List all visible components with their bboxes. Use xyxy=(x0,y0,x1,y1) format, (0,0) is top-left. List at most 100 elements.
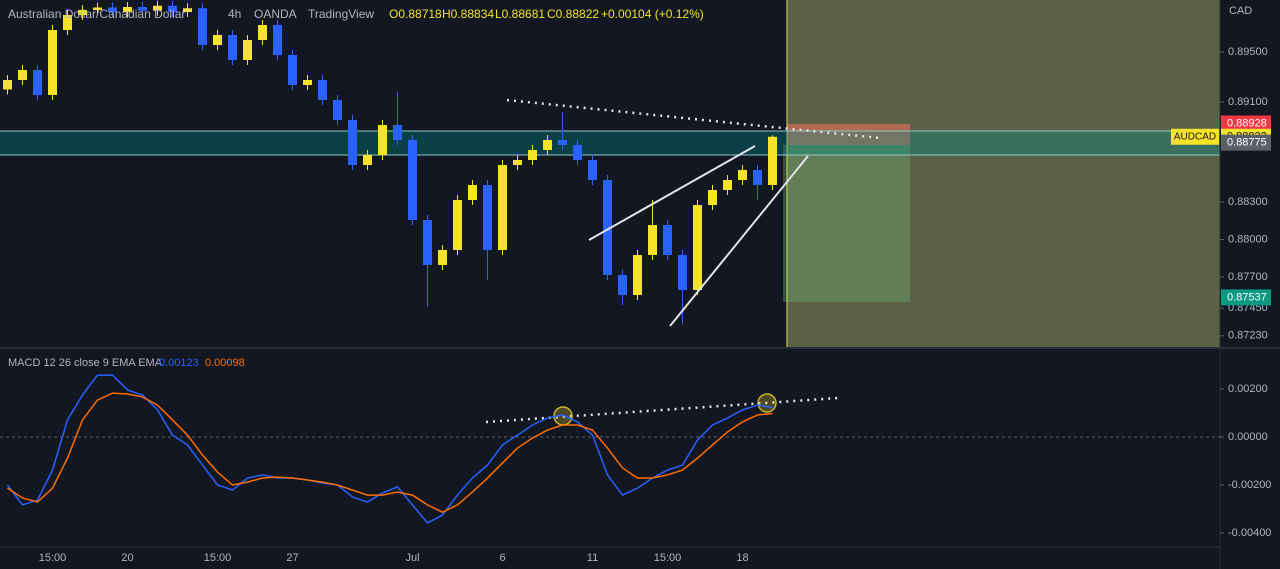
candle-body xyxy=(663,225,672,255)
y-tick-label: 0.89100 xyxy=(1228,96,1268,108)
candle-body xyxy=(768,136,777,185)
candle-body xyxy=(183,8,192,12)
symbol-tag-label: AUDCAD xyxy=(1174,131,1216,142)
x-tick-label: 27 xyxy=(286,552,298,564)
candle-body xyxy=(588,160,597,180)
x-tick-label: 15:00 xyxy=(204,552,232,564)
candle-body xyxy=(558,140,567,145)
candle-body xyxy=(63,15,72,30)
candle-body xyxy=(573,145,582,160)
header: Australian Dollar/Canadian Dollar 4h OAN… xyxy=(8,5,1252,369)
price-marker-label: 0.87537 xyxy=(1227,291,1267,303)
candle-body xyxy=(633,255,642,295)
candle-body xyxy=(138,7,147,11)
candle-body xyxy=(483,185,492,250)
candle-body xyxy=(408,140,417,220)
candle-body xyxy=(168,5,177,12)
candle-body xyxy=(303,80,312,85)
candle-body xyxy=(468,185,477,200)
y-tick-label: -0.00200 xyxy=(1228,479,1271,491)
candle-body xyxy=(723,180,732,190)
ohlc-change: +0.00104 (+0.12%) xyxy=(601,7,704,21)
source: OANDA xyxy=(254,7,297,21)
price-marker-label: 0.88928 xyxy=(1227,117,1267,129)
candle-body xyxy=(693,205,702,290)
price-marker xyxy=(1221,134,1271,151)
ohlc-close: C0.88822 xyxy=(547,7,599,21)
price-marker xyxy=(1221,289,1271,306)
candle-body xyxy=(108,7,117,12)
indicator-line xyxy=(6,374,773,524)
candle-body xyxy=(153,5,162,11)
ohlc-high: H0.88834 xyxy=(442,7,494,21)
y-tick-label: -0.00400 xyxy=(1228,527,1271,539)
candle-body xyxy=(198,8,207,45)
candle-body xyxy=(513,160,522,165)
axis-label: CAD xyxy=(1229,5,1252,17)
candle-body xyxy=(378,125,387,155)
candle-body xyxy=(618,275,627,295)
candle-body xyxy=(393,125,402,140)
position-tool xyxy=(783,0,1220,347)
candle-body xyxy=(438,250,447,265)
price-marker-label: 0.88775 xyxy=(1227,137,1267,149)
candle-body xyxy=(363,155,372,165)
candle-body xyxy=(348,120,357,165)
ohlc-open: O0.88718 xyxy=(389,7,442,21)
candle-body xyxy=(243,40,252,60)
y-tick-label: 0.88000 xyxy=(1228,233,1268,245)
y-tick-label: 0.89500 xyxy=(1228,46,1268,58)
candle-body xyxy=(318,80,327,100)
y-tick-label: 0.88300 xyxy=(1228,196,1268,208)
target-zone xyxy=(783,145,910,302)
candle-body xyxy=(333,100,342,120)
candle-body xyxy=(273,25,282,55)
x-tick-label: 6 xyxy=(499,552,505,564)
ohlc-low: L0.88681 xyxy=(495,7,545,21)
macd-value: 0.00123 xyxy=(159,357,199,369)
y-tick-label: 0.87230 xyxy=(1228,330,1268,342)
indicator-title: MACD 12 26 close 9 EMA EMA xyxy=(8,357,163,369)
x-tick-label: 15:00 xyxy=(39,552,67,564)
wedge-line xyxy=(588,145,756,241)
signal-value: 0.00098 xyxy=(205,357,245,369)
candle-body xyxy=(453,200,462,250)
candle-body xyxy=(528,150,537,160)
zone-band xyxy=(0,130,1220,156)
symbol-title: Australian Dollar/Canadian Dollar xyxy=(8,7,185,21)
wedge-line xyxy=(669,155,809,327)
platform: TradingView xyxy=(308,7,374,21)
x-tick-label: Jul xyxy=(405,552,419,564)
candle-body xyxy=(708,190,717,205)
candle-body xyxy=(18,70,27,80)
candle-body xyxy=(648,225,657,255)
y-tick-label: 0.00000 xyxy=(1228,431,1268,443)
candle-body xyxy=(123,7,132,12)
y-tick-label: 0.00200 xyxy=(1228,383,1268,395)
candle-body xyxy=(543,140,552,150)
highlight-circle xyxy=(757,393,777,413)
candle-body xyxy=(78,10,87,15)
candle-body xyxy=(228,35,237,60)
candle-body xyxy=(288,55,297,85)
candle-body xyxy=(678,255,687,290)
x-tick-label: 15:00 xyxy=(654,552,682,564)
candle-body xyxy=(3,80,12,90)
candle-body xyxy=(213,35,222,45)
projection-area xyxy=(787,0,1220,347)
candle-body xyxy=(738,170,747,180)
price-marker xyxy=(1221,115,1271,132)
x-tick-label: 18 xyxy=(736,552,748,564)
y-tick-label: 0.87700 xyxy=(1228,271,1268,283)
candle-body xyxy=(48,30,57,95)
candle-body xyxy=(258,25,267,40)
drawings xyxy=(485,98,881,426)
x-tick-label: 11 xyxy=(587,552,598,564)
divergence-line xyxy=(485,396,839,424)
interval: 4h xyxy=(228,7,241,21)
candle-body xyxy=(93,7,102,10)
candle-body xyxy=(603,180,612,275)
candle-body xyxy=(498,165,507,250)
candle-body xyxy=(33,70,42,95)
